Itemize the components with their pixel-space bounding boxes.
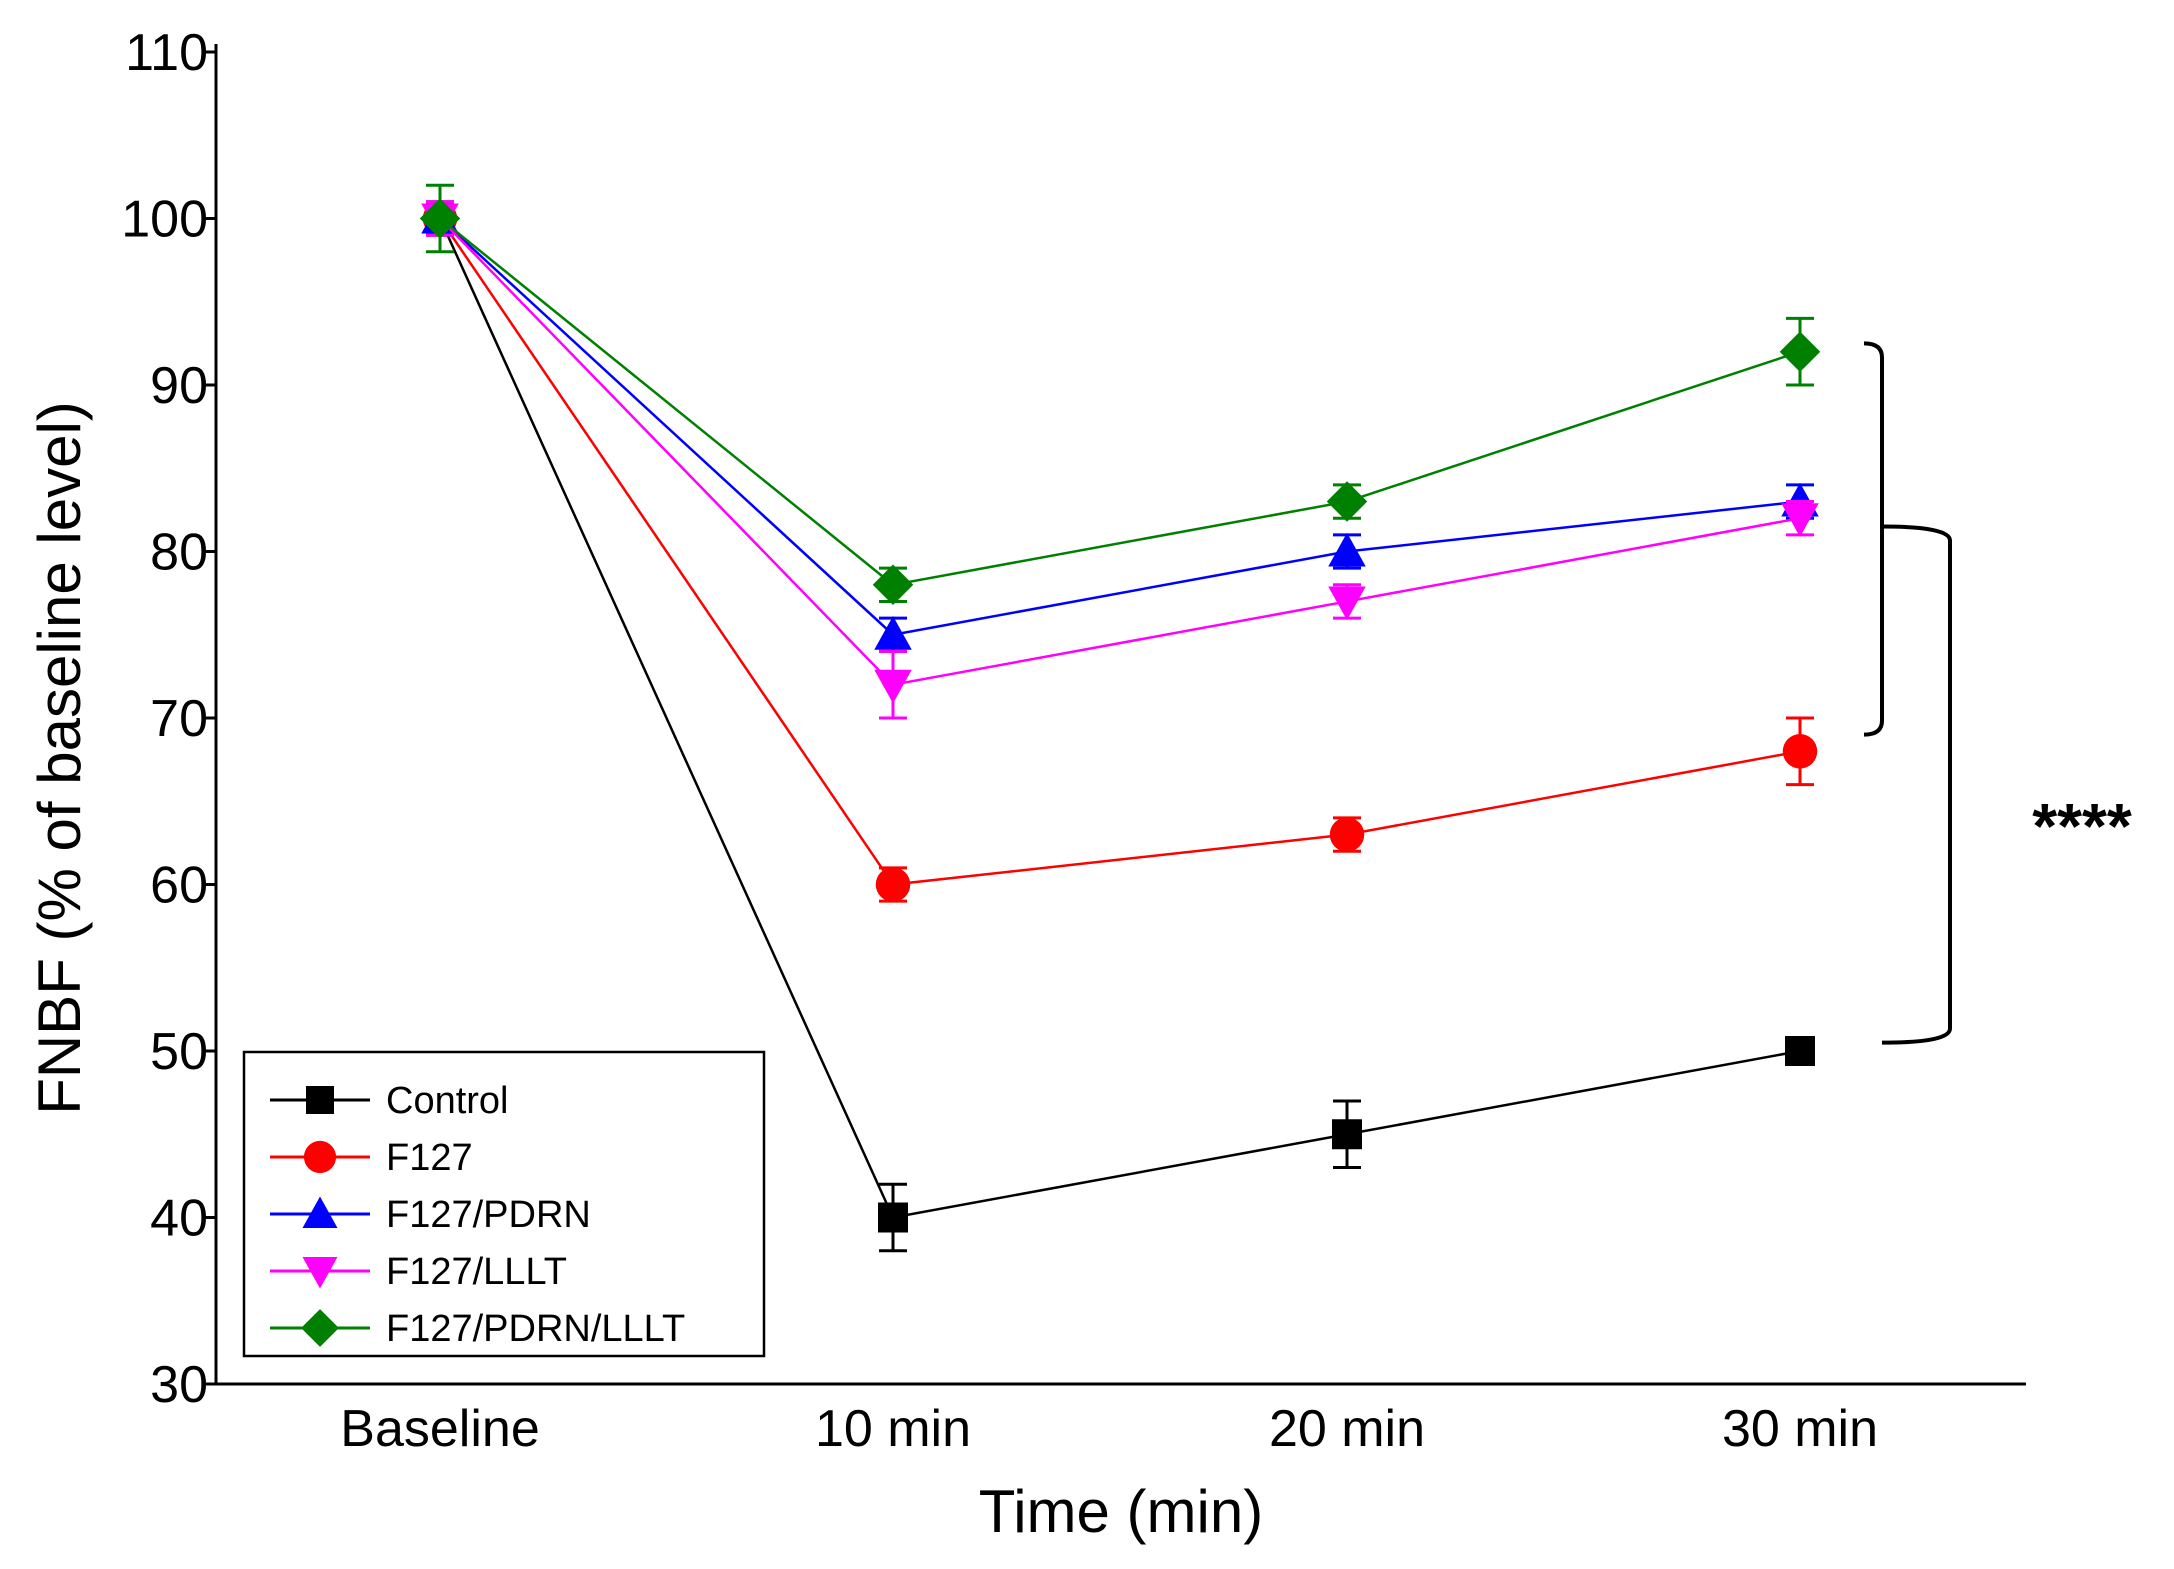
data-point-f127-lllt-1 (874, 669, 912, 704)
data-point-f127-pdrn-lllt-1 (872, 564, 914, 606)
significance-stars: **** (2032, 790, 2132, 862)
x-tick-label-baseline: Baseline (340, 1400, 539, 1458)
legend-label-f127-lllt: F127/LLLT (386, 1251, 567, 1293)
data-point-f127-2 (1329, 817, 1365, 852)
y-tick-label-70: 70 (150, 690, 208, 748)
series-layer (419, 183, 1821, 1253)
data-point-f127-lllt-3 (1781, 503, 1819, 537)
data-point-f127-pdrn-1 (874, 616, 912, 650)
x-tick-label-20-min: 20 min (1269, 1400, 1425, 1458)
series-line-f127-pdrn (439, 217, 1801, 637)
legend-marker-control (306, 1086, 334, 1114)
series-line-f127 (438, 217, 1801, 886)
data-point-control-3 (1785, 1036, 1815, 1066)
data-point-control-2 (1332, 1119, 1362, 1150)
series-f127-pdrn-lllt (419, 183, 1821, 606)
significance-bracket-2 (1881, 524, 1952, 1045)
legend-label-f127-pdrn: F127/PDRN (386, 1194, 591, 1236)
y-tick-label-30: 30 (150, 1356, 208, 1414)
legend-marker-f127-pdrn (302, 1196, 338, 1228)
data-point-f127-pdrn-lllt-3 (1779, 331, 1821, 372)
y-tick-label-80: 80 (150, 524, 208, 582)
significance-annotations: **** (1863, 341, 2132, 1045)
series-line-f127-lllt (439, 217, 1801, 687)
legend: Control F127 F127/PDRN F127/LLLT F127/PDRN/L… (242, 1050, 766, 1358)
legend-entry-control: Control (270, 1080, 509, 1122)
y-tick-label-50: 50 (150, 1023, 208, 1081)
y-tick-label-90: 90 (150, 357, 208, 415)
series-f127 (422, 200, 1818, 903)
legend-marker-f127-pdrn-lllt (301, 1309, 339, 1347)
series-line-f127-pdrn-lllt (439, 217, 1801, 587)
legend-label-f127: F127 (386, 1137, 473, 1179)
y-tick-label-40: 40 (150, 1190, 208, 1248)
legend-marker-f127 (303, 1140, 337, 1174)
data-point-f127-pdrn-lllt-0 (419, 198, 461, 239)
data-point-f127-3 (1782, 734, 1818, 769)
x-tick-label-30-min: 30 min (1722, 1400, 1878, 1458)
y-tick-label-60: 60 (150, 857, 208, 915)
data-point-f127-pdrn-2 (1328, 532, 1366, 567)
axes: 30 40 50 60 70 80 90 100 110 Baseline 10 min 20 min… (26, 24, 2026, 1545)
x-tick-label-10-min: 10 min (815, 1400, 971, 1458)
data-point-f127-lllt-2 (1328, 586, 1366, 621)
data-point-f127-pdrn-lllt-2 (1326, 481, 1368, 522)
y-tick-label-110: 110 (125, 24, 208, 82)
legend-label-f127-pdrn-lllt: F127/PDRN/LLLT (386, 1308, 685, 1350)
y-axis-title: FNBF (% of baseline level) (26, 401, 93, 1115)
legend-entry-f127-pdrn: F127/PDRN (270, 1194, 591, 1236)
legend-entry-f127-pdrn-lllt: F127/PDRN/LLLT (270, 1308, 685, 1350)
legend-marker-f127-lllt (302, 1257, 338, 1289)
series-line-control (438, 217, 1801, 1219)
y-tick-label-100: 100 (121, 191, 208, 249)
x-axis-title: Time (min) (979, 1478, 1263, 1545)
significance-bracket-1 (1863, 341, 1884, 737)
data-point-f127-1 (875, 867, 911, 902)
series-f127-pdrn (421, 199, 1819, 653)
data-point-control-1 (878, 1202, 908, 1233)
legend-entry-f127: F127 (270, 1137, 473, 1179)
legend-label-control: Control (386, 1080, 509, 1122)
legend-entry-f127-lllt: F127/LLLT (270, 1251, 567, 1293)
